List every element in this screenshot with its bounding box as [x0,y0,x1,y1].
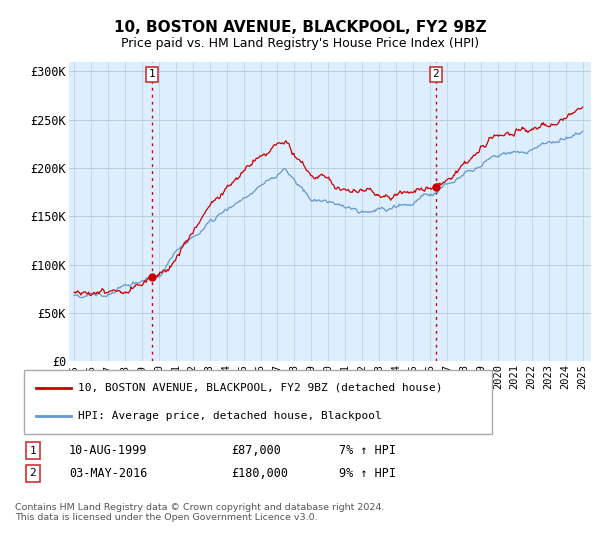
Text: 1: 1 [29,446,37,456]
Text: 03-MAY-2016: 03-MAY-2016 [69,466,148,480]
Text: 2: 2 [433,69,439,80]
Text: 10-AUG-1999: 10-AUG-1999 [69,444,148,458]
FancyBboxPatch shape [24,370,492,434]
Text: 9% ↑ HPI: 9% ↑ HPI [339,466,396,480]
Text: 1: 1 [149,69,155,80]
Text: 10, BOSTON AVENUE, BLACKPOOL, FY2 9BZ (detached house): 10, BOSTON AVENUE, BLACKPOOL, FY2 9BZ (d… [78,382,442,393]
Text: £87,000: £87,000 [231,444,281,458]
Text: 7% ↑ HPI: 7% ↑ HPI [339,444,396,458]
Text: 10, BOSTON AVENUE, BLACKPOOL, FY2 9BZ: 10, BOSTON AVENUE, BLACKPOOL, FY2 9BZ [113,20,487,35]
Text: £180,000: £180,000 [231,466,288,480]
Text: HPI: Average price, detached house, Blackpool: HPI: Average price, detached house, Blac… [78,411,382,421]
Text: Contains HM Land Registry data © Crown copyright and database right 2024.
This d: Contains HM Land Registry data © Crown c… [15,503,385,522]
Text: Price paid vs. HM Land Registry's House Price Index (HPI): Price paid vs. HM Land Registry's House … [121,37,479,50]
Text: 2: 2 [29,468,37,478]
